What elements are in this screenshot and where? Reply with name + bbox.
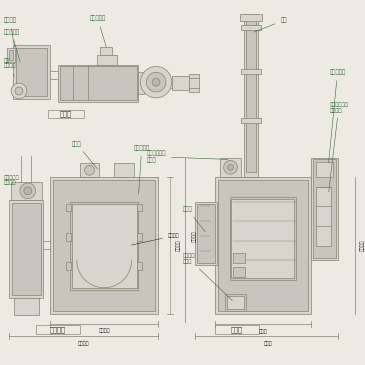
- Text: 外気遷断定量
投入装置: 外気遷断定量 投入装置: [329, 102, 348, 192]
- Circle shape: [146, 72, 166, 92]
- Text: 外寸幅: 外寸幅: [264, 341, 272, 346]
- Bar: [316, 162, 333, 177]
- Circle shape: [15, 87, 23, 95]
- Text: 平面図: 平面図: [60, 111, 72, 117]
- Bar: [316, 187, 331, 246]
- Text: 二次燃焼室: 二次燃焼室: [3, 30, 20, 62]
- Text: 左側面図: 左側面図: [49, 326, 65, 333]
- Text: 正面図: 正面図: [230, 326, 242, 333]
- Text: 制御盤: 制御盤: [182, 207, 205, 232]
- Circle shape: [11, 83, 27, 99]
- Bar: [16, 48, 47, 96]
- Circle shape: [227, 164, 234, 170]
- Bar: [80, 164, 99, 177]
- Bar: [36, 325, 80, 334]
- Bar: [11, 182, 42, 200]
- Bar: [58, 65, 138, 102]
- Text: 炉体奥行: 炉体奥行: [99, 328, 110, 333]
- Text: 集じん室
灰出口: 集じん室 灰出口: [182, 253, 233, 300]
- Text: 水面計: 水面計: [72, 141, 97, 169]
- Circle shape: [141, 66, 172, 98]
- Bar: [218, 180, 308, 311]
- Bar: [138, 233, 142, 241]
- Bar: [241, 25, 261, 30]
- Text: バーナー: バーナー: [3, 18, 16, 47]
- Bar: [197, 204, 215, 263]
- Text: 煙窡: 煙窡: [254, 18, 287, 32]
- Bar: [195, 201, 217, 265]
- Bar: [227, 296, 244, 309]
- Circle shape: [224, 161, 237, 174]
- Text: 一次燃焼室: 一次燃焼室: [134, 145, 150, 194]
- Circle shape: [20, 183, 36, 199]
- Bar: [13, 45, 50, 99]
- Bar: [66, 233, 71, 241]
- Text: 外寸高さ: 外寸高さ: [191, 230, 196, 242]
- Text: 外寸高さ: 外寸高さ: [360, 240, 365, 251]
- Bar: [9, 200, 43, 297]
- Bar: [189, 74, 199, 92]
- Bar: [100, 47, 112, 55]
- Bar: [231, 199, 294, 278]
- Bar: [244, 14, 258, 177]
- Bar: [14, 297, 39, 315]
- Bar: [138, 72, 144, 94]
- Bar: [50, 177, 158, 314]
- Text: 炉体高さ: 炉体高さ: [131, 233, 179, 245]
- Bar: [53, 180, 155, 311]
- Bar: [224, 293, 246, 311]
- Bar: [311, 158, 338, 260]
- Bar: [215, 325, 259, 334]
- Bar: [241, 118, 261, 123]
- Bar: [234, 267, 245, 277]
- Text: 温度
センサー: 温度 センサー: [3, 58, 16, 77]
- Bar: [60, 66, 137, 100]
- Text: 外寸奥行: 外寸奥行: [78, 341, 89, 346]
- Bar: [97, 55, 117, 65]
- Bar: [138, 262, 142, 270]
- Text: 炉体高さ: 炉体高さ: [176, 240, 181, 251]
- Bar: [7, 48, 15, 62]
- Bar: [172, 76, 189, 90]
- Bar: [72, 204, 137, 288]
- Bar: [9, 50, 13, 59]
- Bar: [246, 19, 256, 172]
- Bar: [66, 262, 71, 270]
- Bar: [138, 204, 142, 211]
- Circle shape: [24, 187, 32, 195]
- Circle shape: [152, 78, 160, 86]
- Bar: [241, 69, 261, 74]
- Bar: [70, 201, 138, 290]
- Bar: [114, 164, 134, 177]
- Bar: [12, 203, 41, 295]
- Circle shape: [85, 165, 95, 175]
- Bar: [234, 253, 245, 263]
- Text: 炉体幅: 炉体幅: [258, 329, 267, 334]
- Text: 押込送風機: 押込送風機: [89, 16, 106, 47]
- Bar: [66, 204, 71, 211]
- Bar: [240, 14, 262, 22]
- Bar: [313, 160, 336, 258]
- Text: エジェクター
送風機: エジェクター 送風機: [146, 151, 228, 163]
- Text: シスタンク: シスタンク: [328, 70, 346, 162]
- Bar: [220, 158, 241, 177]
- Bar: [215, 177, 311, 314]
- Text: サイクロン
集じん室: サイクロン 集じん室: [3, 174, 24, 190]
- Bar: [49, 110, 84, 118]
- Bar: [230, 197, 296, 280]
